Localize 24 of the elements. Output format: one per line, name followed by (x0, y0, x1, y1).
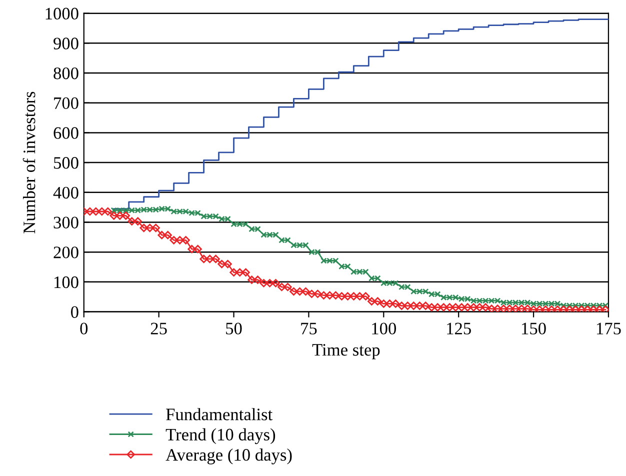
x-axis-title: Time step (312, 344, 380, 360)
x-tick-label: 175 (596, 322, 621, 334)
legend-label: Average (10 days) (166, 448, 292, 464)
y-tick-label: 200 (54, 246, 78, 258)
x-tick-label: 75 (301, 322, 317, 334)
y-axis-title: Number of investors (22, 92, 36, 234)
x-tick-label: 25 (150, 322, 167, 334)
legend-label: Trend (10 days) (166, 428, 276, 444)
x-tick-label: 150 (522, 322, 546, 334)
y-tick-label: 400 (53, 186, 78, 199)
y-tick-label: 900 (54, 38, 78, 50)
x-tick-label: 100 (372, 322, 396, 334)
y-tick-label: 600 (54, 127, 78, 139)
y-tick-label: 700 (54, 97, 78, 110)
y-tick-label: 500 (54, 157, 78, 169)
x-tick-label: 50 (226, 322, 242, 334)
y-tick-label: 0 (71, 306, 78, 318)
legend-label: Fundamentalist (166, 408, 273, 420)
y-tick-label: 300 (54, 216, 78, 228)
y-tick-label: 1000 (46, 8, 78, 20)
y-tick-label: 800 (54, 67, 78, 80)
x-tick-label: 125 (447, 322, 471, 334)
x-tick-label: 0 (80, 322, 88, 334)
y-tick-label: 100 (54, 276, 78, 288)
